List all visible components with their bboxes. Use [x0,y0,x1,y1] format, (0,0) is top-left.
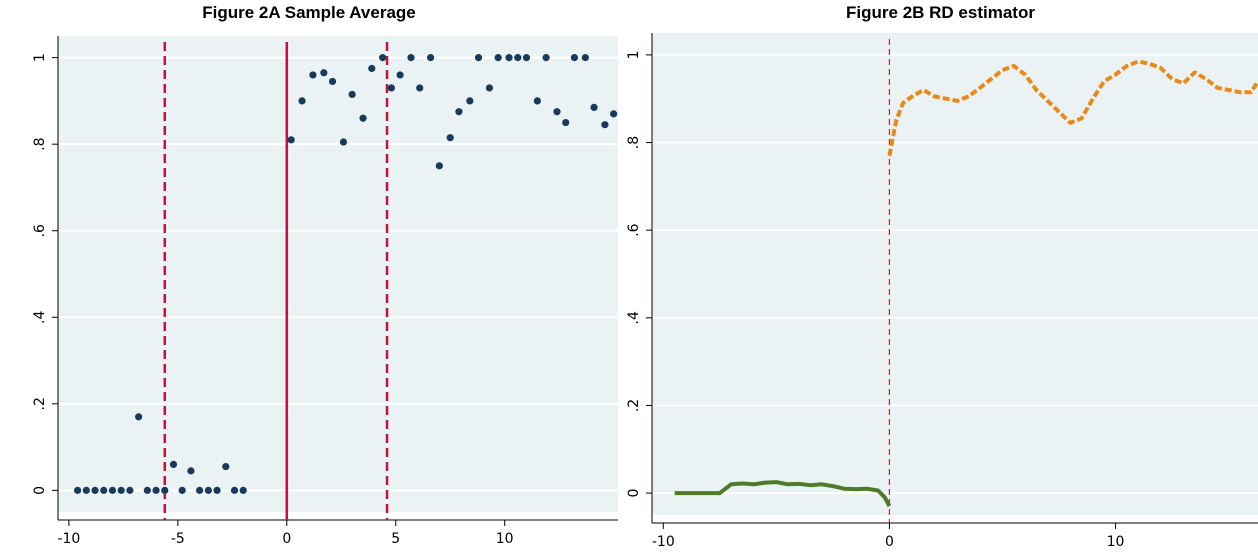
y-tick-label-0: 0 [626,489,642,498]
y-tick-label-0: 0 [32,486,48,495]
data-point-50 [581,54,589,62]
data-point-9 [152,486,160,494]
y-tick-label-2: .4 [626,311,642,324]
data-point-21 [298,97,306,105]
figure-2b-chart: 0 .2 .4 .6 .8 1 -10 0 10 [626,33,1258,550]
data-point-36 [446,134,454,142]
data-point-3 [100,486,108,494]
data-point-37 [455,108,463,116]
data-point-32 [407,54,415,62]
x-tick-label-2: 10 [1107,534,1125,550]
data-point-5 [117,486,125,494]
figure-2a-panel: Figure 2A Sample Average 0 .2 .4 .6 .8 1 -10 -5… [0,0,618,552]
data-point-51 [590,103,598,111]
data-point-46 [542,54,550,62]
data-point-31 [396,71,404,79]
x-tick-label-1: -5 [171,531,185,547]
data-point-42 [505,54,513,62]
data-point-18 [230,486,239,494]
x-tick-label-0: -10 [57,531,80,547]
data-point-39 [474,54,483,62]
data-point-19 [239,486,247,494]
data-point-52 [601,121,609,129]
data-point-12 [178,486,186,494]
data-point-35 [435,162,443,170]
data-point-17 [222,462,230,471]
data-point-47 [553,108,561,116]
series-line-0 [674,480,892,508]
y-tick-label-5: 1 [32,53,48,62]
data-point-26 [348,90,356,99]
data-point-15 [204,486,212,494]
data-point-49 [570,54,579,62]
data-point-48 [562,118,570,127]
data-point-14 [196,486,204,494]
data-point-34 [427,54,435,62]
data-point-0 [74,486,82,494]
data-point-43 [514,54,522,62]
data-point-33 [416,84,424,92]
data-point-8 [143,486,151,494]
data-point-44 [522,54,531,62]
data-point-16 [213,486,221,494]
data-point-38 [466,97,474,105]
y-tick-label-3: .6 [626,223,642,236]
x-tick-label-1: 0 [885,534,894,550]
x-tick-label-3: 5 [391,531,400,547]
data-point-25 [339,138,348,146]
y-tick-label-2: .4 [32,311,48,324]
data-point-23 [320,69,328,77]
data-point-20 [287,136,295,144]
data-point-28 [368,64,376,73]
plot-background [58,36,618,512]
y-tick-label-4: .8 [32,138,48,151]
data-point-27 [359,114,367,122]
data-point-4 [108,486,117,494]
figure-2a-title: Figure 2A Sample Average [202,3,416,22]
data-point-6 [126,486,134,494]
data-point-30 [387,84,395,92]
y-tick-label-1: .2 [32,397,48,410]
figure-2b-panel: Figure 2B RD estimator 0 .2 .4 .6 .8 1 -10 0 10 [623,0,1258,552]
figure-2a-chart: 0 .2 .4 .6 .8 1 -10 -5 0 5 10 [32,36,618,547]
data-point-11 [169,460,178,468]
x-tick-label-4: 10 [496,531,514,547]
y-tick-label-3: .6 [32,224,48,237]
data-point-24 [328,77,337,86]
series-line-1 [887,59,1258,157]
data-point-45 [533,97,541,105]
data-point-1 [82,486,90,494]
plot-background [652,33,1258,515]
figure-2b-title: Figure 2B RD estimator [846,3,1035,22]
y-tick-label-1: .2 [626,399,642,412]
data-point-29 [379,54,387,62]
data-point-7 [135,413,143,421]
data-point-2 [91,486,99,494]
y-tick-label-5: 1 [626,50,642,59]
y-tick-label-4: .8 [626,136,642,149]
data-point-53 [610,110,618,118]
data-point-10 [161,486,169,494]
data-point-22 [309,71,317,79]
x-tick-label-2: 0 [282,531,291,547]
data-point-13 [187,467,195,475]
x-tick-label-0: -10 [652,534,675,550]
data-point-41 [494,54,502,62]
data-point-40 [485,84,494,92]
